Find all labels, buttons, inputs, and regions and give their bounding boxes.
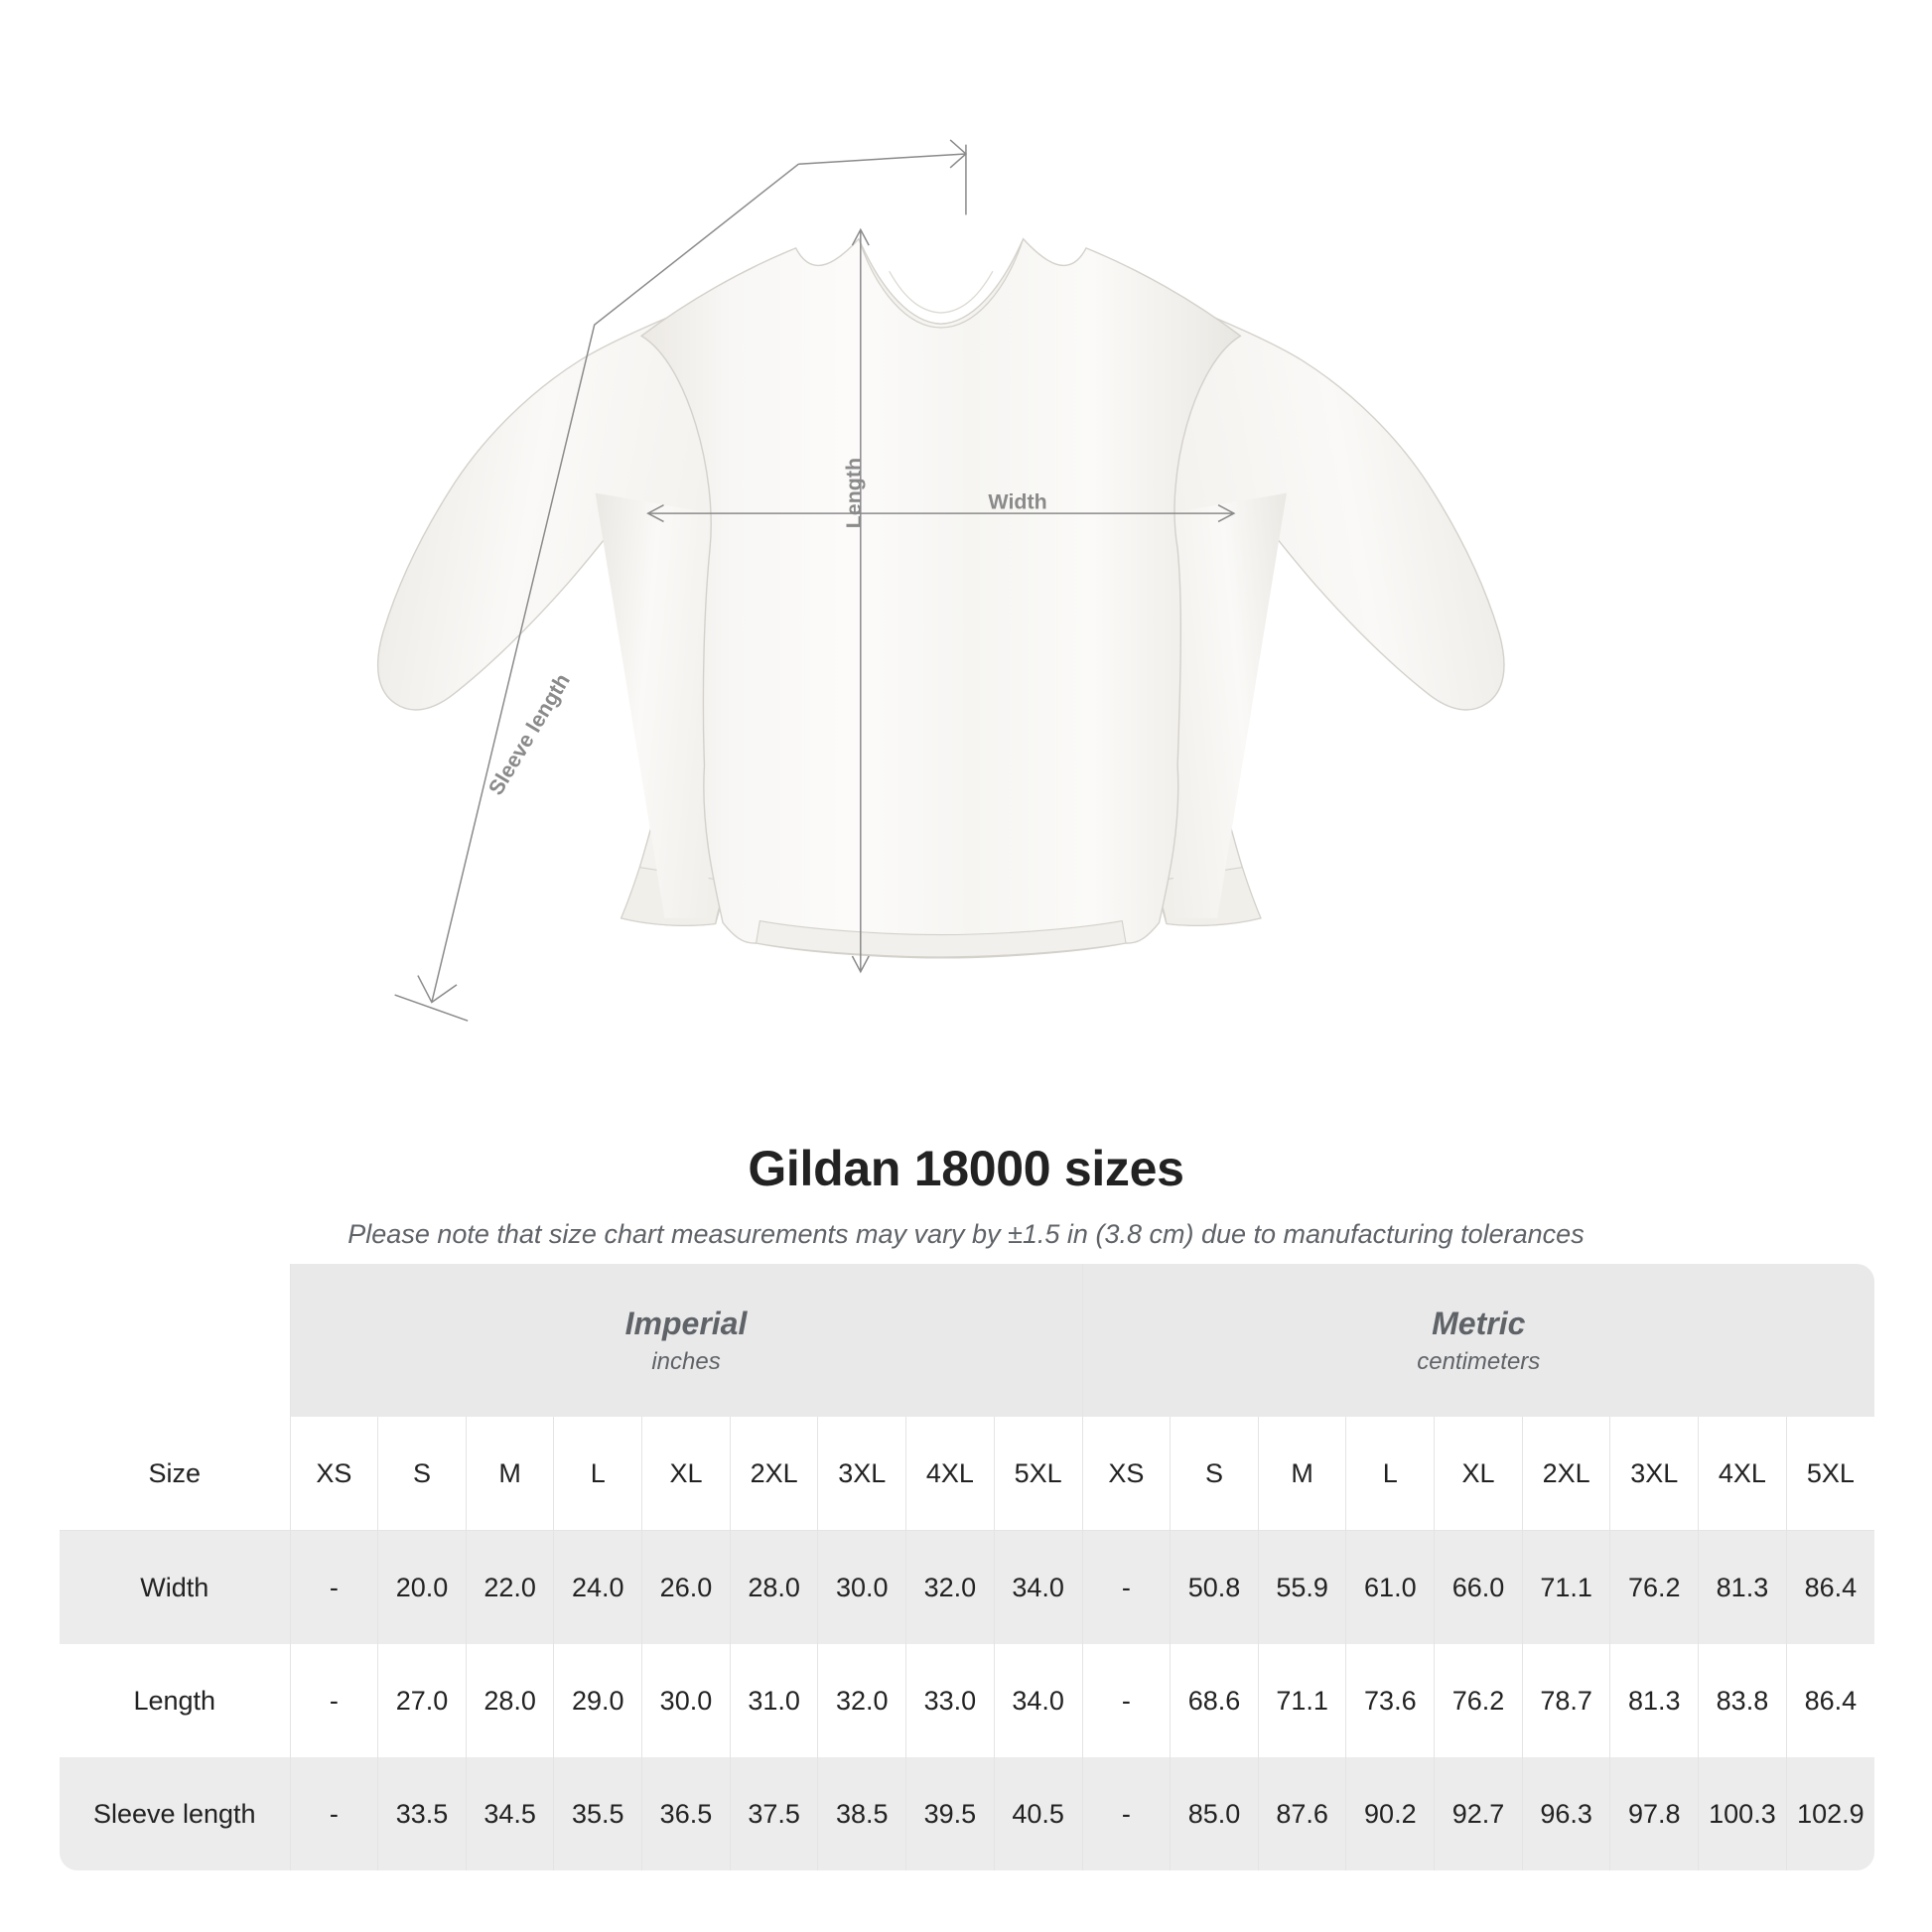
svg-text:Sleeve length: Sleeve length bbox=[483, 669, 575, 799]
svg-text:Length: Length bbox=[842, 458, 866, 528]
svg-text:Width: Width bbox=[988, 489, 1046, 513]
